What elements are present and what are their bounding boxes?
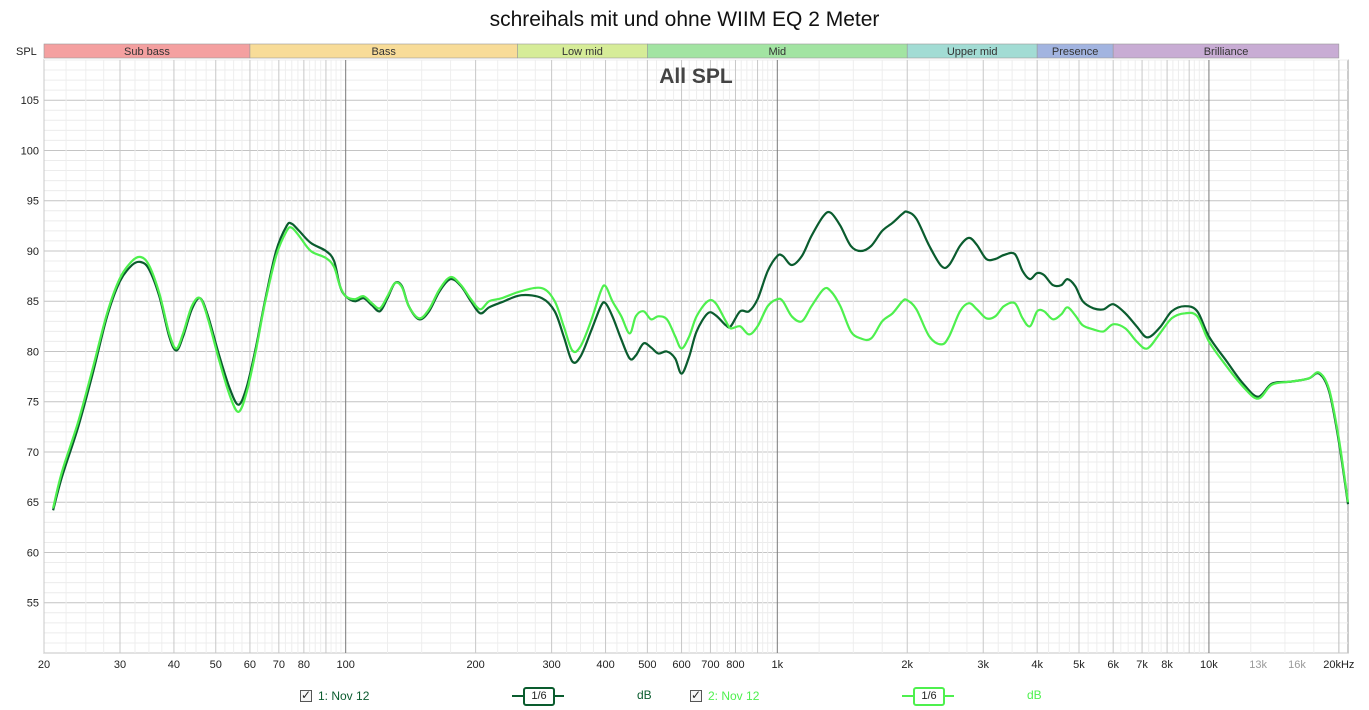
- y-axis-label: SPL: [16, 46, 37, 58]
- x-tick-label: 80: [298, 659, 310, 671]
- x-tick-label: 300: [542, 659, 560, 671]
- y-tick-label: 100: [21, 145, 39, 157]
- x-tick-label: 4k: [1031, 659, 1043, 671]
- series1-checkbox[interactable]: [300, 688, 312, 702]
- x-tick-label: 3k: [977, 659, 989, 671]
- series-line-2: [52, 226, 1350, 509]
- x-tick-label: 8k: [1161, 659, 1173, 671]
- x-tick-label: 30: [114, 659, 126, 671]
- y-tick-label: 105: [21, 95, 39, 107]
- band-label: Upper mid: [947, 46, 998, 58]
- x-tick-label: 6k: [1107, 659, 1119, 671]
- series2-checkbox[interactable]: [690, 688, 702, 702]
- chart-title: schreihals mit und ohne WIIM EQ 2 Meter: [489, 8, 880, 31]
- x-tick-label: 400: [596, 659, 614, 671]
- x-tick-label: 50: [210, 659, 222, 671]
- x-tick-label: 16k: [1288, 659, 1306, 671]
- series1-unit: dB: [637, 688, 652, 702]
- x-tick-label: 5k: [1073, 659, 1085, 671]
- x-tick-label: 20: [38, 659, 50, 671]
- x-tick-label: 600: [672, 659, 690, 671]
- x-tick-label: 800: [726, 659, 744, 671]
- x-tick-label: 100: [337, 659, 355, 671]
- x-tick-label: 7k: [1136, 659, 1148, 671]
- band-label: Mid: [768, 46, 786, 58]
- legend-item-series1[interactable]: 1: Nov 12: [300, 686, 369, 706]
- y-tick-label: 60: [27, 547, 39, 559]
- x-tick-label: 13k: [1249, 659, 1267, 671]
- y-tick-label: 95: [27, 196, 39, 208]
- y-tick-label: 65: [27, 497, 39, 509]
- y-tick-label: 75: [27, 397, 39, 409]
- band-label: Sub bass: [124, 46, 170, 58]
- x-tick-label: 70: [273, 659, 285, 671]
- series1-label: 1: Nov 12: [318, 689, 370, 703]
- y-tick-label: 70: [27, 447, 39, 459]
- x-tick-label: 2k: [901, 659, 913, 671]
- series1-smoothing-badge[interactable]: 1/6: [512, 686, 564, 706]
- plot-label: All SPL: [659, 65, 733, 88]
- band-label: Bass: [371, 46, 396, 58]
- series2-smoothing-badge[interactable]: 1/6: [902, 686, 954, 706]
- x-tick-label: 700: [701, 659, 719, 671]
- plot-area: [43, 59, 1349, 654]
- series1-smoothing-value: 1/6: [523, 687, 555, 706]
- band-label: Brilliance: [1204, 46, 1249, 58]
- y-tick-label: 55: [27, 598, 39, 610]
- y-tick-label: 85: [27, 296, 39, 308]
- x-tick-label: 10k: [1200, 659, 1218, 671]
- y-tick-label: 90: [27, 246, 39, 258]
- band-brilliance: [1112, 43, 1340, 59]
- series-line-1: [52, 210, 1350, 511]
- band-label: Presence: [1052, 46, 1098, 58]
- x-tick-label: 1k: [771, 659, 783, 671]
- legend-item-series2[interactable]: 2: Nov 12: [690, 686, 759, 706]
- x-tick-label: 500: [638, 659, 656, 671]
- series2-unit: dB: [1027, 688, 1042, 702]
- x-tick-label: 20kHz: [1323, 659, 1354, 671]
- spl-chart: Sub bass Bass Low mid Mid Upper mid Presence B…: [16, 43, 1354, 671]
- band-label: Low mid: [562, 46, 603, 58]
- x-tick-label: 60: [244, 659, 256, 671]
- series2-label: 2: Nov 12: [708, 689, 760, 703]
- x-tick-label: 40: [168, 659, 180, 671]
- x-tick-label: 200: [466, 659, 484, 671]
- y-tick-label: 80: [27, 346, 39, 358]
- series2-smoothing-value: 1/6: [913, 687, 945, 706]
